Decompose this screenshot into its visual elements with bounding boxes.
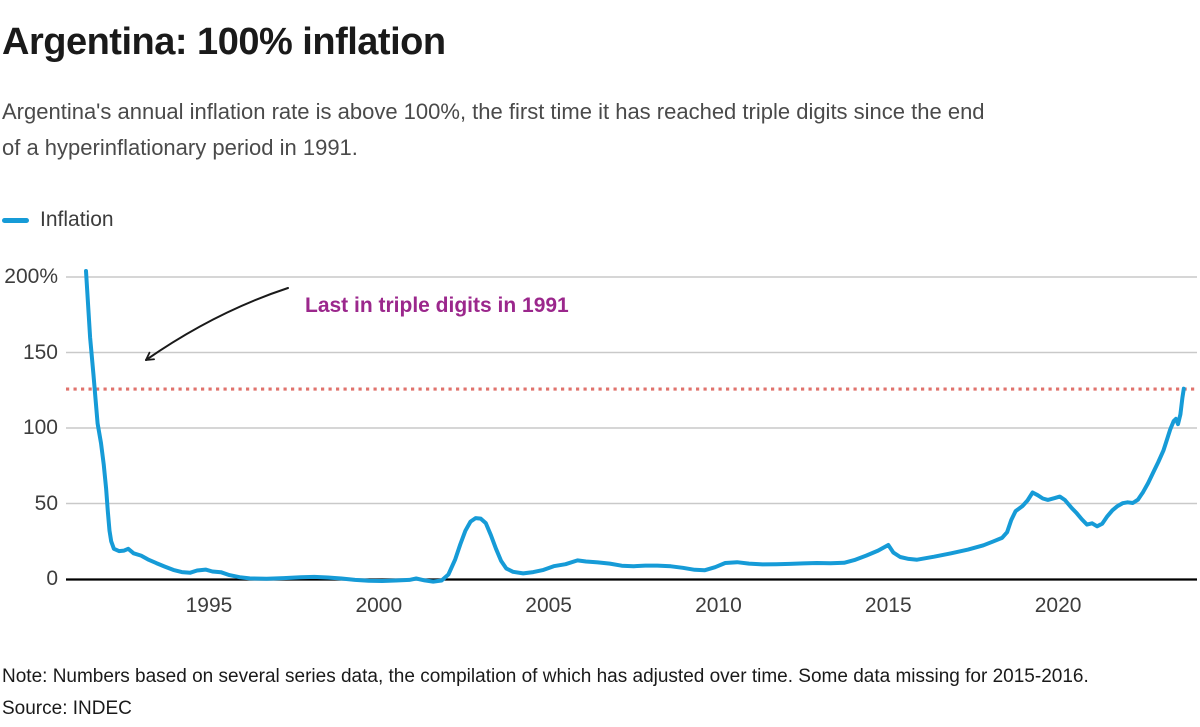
note-text: Note: Numbers based on several series da… <box>2 666 1089 687</box>
x-tick-label: 2005 <box>525 594 572 617</box>
inflation-chart <box>66 269 1197 584</box>
x-tick-label: 2020 <box>1034 594 1082 617</box>
inflation-line <box>84 269 1186 584</box>
subtitle-line-1: Argentina's annual inflation rate is abo… <box>2 99 985 124</box>
annotation-text: Last in triple digits in 1991 <box>305 294 569 317</box>
x-tick-label: 1995 <box>185 594 233 617</box>
y-tick-label: 150 <box>22 340 58 364</box>
x-tick-label: 2000 <box>355 594 403 617</box>
y-tick-label: 100 <box>22 416 58 439</box>
subtitle-line-2: of a hyperinflationary period in 1991. <box>2 135 358 160</box>
page-title: Argentina: 100% inflation <box>2 21 446 63</box>
y-tick-label: 50 <box>34 491 58 515</box>
annotation-arrow <box>145 287 289 361</box>
source-text: Source: INDEC <box>2 698 132 719</box>
legend-label: Inflation <box>40 208 114 231</box>
x-tick-label: 2015 <box>864 594 912 617</box>
y-tick-label: 0 <box>46 567 58 590</box>
y-tick-label: 200% <box>4 265 58 288</box>
gridlines <box>66 276 1197 505</box>
x-tick-label: 2010 <box>695 594 742 617</box>
legend: Inflation <box>2 206 114 234</box>
legend-line-swatch <box>2 217 29 223</box>
